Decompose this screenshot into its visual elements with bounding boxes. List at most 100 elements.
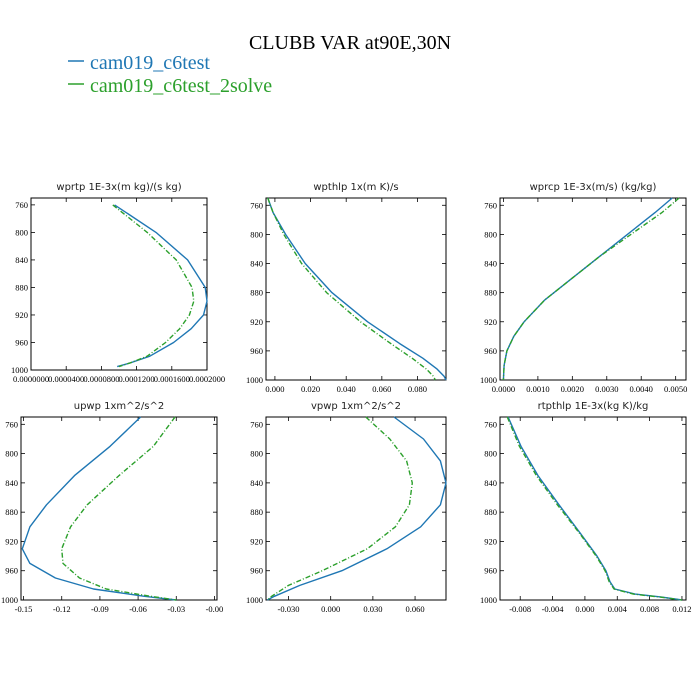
x-tick-label: -0.12 [53,604,71,614]
x-tick-label: 0.0010 [526,384,549,394]
y-tick-label: 840 [484,478,497,488]
series-line-c6test-2solve [61,416,177,601]
series-line-c6test [267,416,447,601]
y-tick-label: 960 [484,566,497,576]
y-tick-label: 920 [484,317,497,327]
x-tick-label: 0.0001200 [119,374,155,384]
x-tick-label: 0.0000 [492,384,515,394]
plot-frame [30,197,208,371]
y-tick-label: 800 [15,227,28,237]
y-tick-label: 880 [484,507,497,517]
y-tick-label: 960 [15,337,28,347]
y-tick-label: 760 [250,419,263,429]
y-tick-label: 880 [250,288,263,298]
panel-title: wpthlp 1x(m K)/s [313,182,398,193]
legend-label-1: cam019_c6test_2solve [90,75,272,97]
plot-frame [20,416,218,601]
y-tick-label: 840 [5,478,18,488]
x-tick-label: 0.040 [337,384,356,394]
x-tick-label: -0.00 [206,604,224,614]
x-tick-label: 0.0040 [630,384,653,394]
series-line-c6test [114,204,208,368]
series-line-c6test [507,416,683,601]
y-tick-label: 880 [15,282,28,292]
plot-frame [499,197,687,381]
x-tick-label: 0.000 [575,604,594,614]
y-tick-label: 880 [5,507,18,517]
panel-6: rtpthlp 1E-3x(kg K)/kg 760 800 840 880 920 960… [480,401,692,614]
x-tick-label: -0.06 [129,604,147,614]
x-tick-label: 0.0030 [595,384,618,394]
y-tick-label: 1000 [1,595,18,605]
y-tick-label: 840 [250,259,263,269]
figure-title: CLUBB VAR at90E,30N [249,32,451,54]
panel-title: vpwp 1xm^2/s^2 [311,401,401,412]
x-tick-label: -0.03 [167,604,185,614]
panel-4: upwp 1xm^2/s^2 760 800 840 880 920 960 1000 -0.1… [1,401,223,614]
y-tick-label: 920 [15,310,28,320]
y-tick-label: 760 [250,200,263,210]
panel-title: upwp 1xm^2/s^2 [74,401,164,412]
y-tick-label: 960 [250,346,263,356]
x-tick-label: 0.0000400 [48,374,84,384]
y-tick-label: 920 [5,536,18,546]
y-tick-label: 840 [484,259,497,269]
x-tick-label: -0.008 [509,604,531,614]
y-tick-label: 920 [484,536,497,546]
panel-title: wprtp 1E-3x(m kg)/(s kg) [56,182,181,193]
series-line-c6test-2solve [506,416,683,601]
y-tick-label: 880 [250,507,263,517]
y-tick-label: 960 [5,566,18,576]
y-tick-label: 1000 [246,375,263,385]
legend: cam019_c6test cam019_c6test_2solve [68,52,272,97]
y-tick-label: 800 [484,229,497,239]
panel-title: rtpthlp 1E-3x(kg K)/kg [538,401,649,412]
x-tick-label: 0.0001600 [154,374,190,384]
y-tick-label: 760 [484,200,497,210]
legend-label-0: cam019_c6test [90,52,210,74]
y-tick-label: 1000 [480,595,497,605]
y-tick-label: 1000 [246,595,263,605]
x-tick-label: 0.012 [672,604,691,614]
series-line-c6test-2solve [112,204,195,368]
plot-frame [499,416,687,601]
panel-1: wprtp 1E-3x(m kg)/(s kg) 760 800 840 880 920 9… [11,182,225,384]
y-tick-label: 840 [250,478,263,488]
x-tick-label: 0.004 [608,604,628,614]
x-tick-label: 0.000 [321,604,340,614]
y-tick-label: 880 [484,288,497,298]
y-tick-label: 920 [250,317,263,327]
y-tick-label: 960 [484,346,497,356]
plot-frame [265,416,447,601]
x-tick-label: 0.060 [406,604,425,614]
series-line-c6test-2solve [502,197,680,381]
y-tick-label: 760 [5,419,18,429]
x-tick-label: 0.0050 [664,384,687,394]
y-tick-label: 840 [15,255,28,265]
series-line-c6test [502,197,673,381]
x-tick-label: -0.004 [542,604,565,614]
x-tick-label: -0.030 [278,604,300,614]
panel-5: vpwp 1xm^2/s^2 760 800 840 880 920 960 1000 -0.0… [246,401,447,614]
plot-frame [265,197,447,381]
y-tick-label: 800 [484,449,497,459]
y-tick-label: 920 [250,536,263,546]
series-line-c6test [21,416,177,601]
x-tick-label: 0.0000000 [13,374,49,384]
x-tick-label: 0.0020 [561,384,584,394]
x-tick-label: 0.020 [301,384,320,394]
y-tick-label: 760 [15,200,28,210]
x-tick-label: 0.030 [363,604,382,614]
y-tick-label: 760 [484,419,497,429]
x-tick-label: 0.000 [265,384,284,394]
panel-3: wprcp 1E-3x(m/s) (kg/kg) 760 800 840 880 920 9… [480,182,687,394]
x-tick-label: 0.060 [372,384,391,394]
x-tick-label: -0.09 [91,604,109,614]
series-line-c6test-2solve [266,416,413,601]
y-tick-label: 800 [5,449,18,459]
y-tick-label: 800 [250,229,263,239]
panel-2: wpthlp 1x(m K)/s76080084088092096010000.… [246,182,447,394]
x-tick-label: 0.008 [640,604,659,614]
panels: wprtp 1E-3x(m kg)/(s kg) 760 800 840 880 920 9… [1,182,692,614]
